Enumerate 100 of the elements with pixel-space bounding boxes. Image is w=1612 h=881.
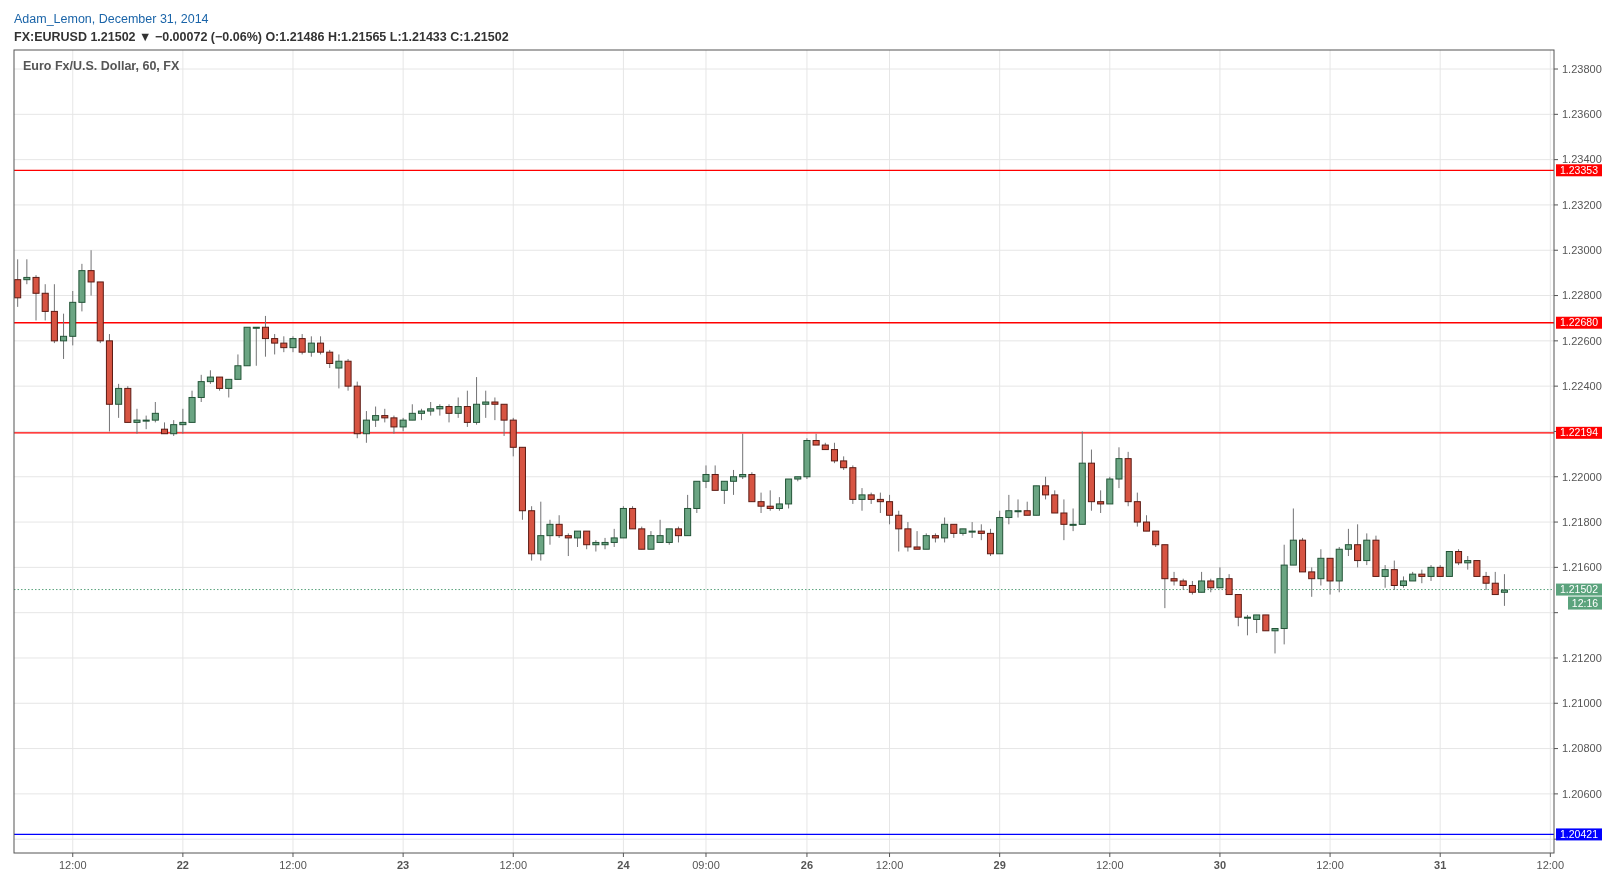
y-tick-label: 1.23400 xyxy=(1562,153,1602,166)
candlestick xyxy=(1500,573,1508,607)
candlestick xyxy=(473,376,481,426)
candlestick xyxy=(730,469,738,496)
candlestick xyxy=(1243,614,1251,636)
x-tick-label: 29 xyxy=(993,859,1006,871)
candlestick xyxy=(1317,548,1325,586)
candlestick xyxy=(307,335,315,358)
candlestick xyxy=(463,390,471,428)
candlestick xyxy=(41,283,49,321)
candlestick xyxy=(546,519,554,546)
text: Adam_Lemon, December 31, 2014 xyxy=(14,12,209,26)
x-tick-label: 12:00 xyxy=(499,859,528,871)
candlestick xyxy=(335,353,343,389)
x-tick-label: 09:00 xyxy=(692,859,720,871)
candlestick xyxy=(830,442,839,464)
x-tick-label: 12:00 xyxy=(1536,859,1565,871)
candlestick xyxy=(372,406,380,428)
candlestick xyxy=(482,390,490,419)
candlestick xyxy=(1491,571,1499,596)
x-tick-label: 12:00 xyxy=(1316,859,1344,871)
x-tick-label: 31 xyxy=(1434,859,1447,871)
ref-line-label: 1.23353 xyxy=(1560,163,1599,176)
candlestick xyxy=(1225,573,1233,596)
candlestick xyxy=(60,313,68,360)
candlestick xyxy=(858,487,866,512)
candlestick xyxy=(638,526,646,550)
y-tick-label: 1.21800 xyxy=(1562,515,1602,528)
candlestick xyxy=(1271,628,1279,654)
candlestick xyxy=(326,349,334,369)
candlestick xyxy=(298,333,306,355)
candlestick xyxy=(629,505,637,530)
x-tick-label: 12:00 xyxy=(279,859,307,871)
candlestick xyxy=(197,374,205,403)
x-tick-label: 12:00 xyxy=(875,859,904,871)
y-tick-label: 1.22800 xyxy=(1562,289,1602,302)
candlestick xyxy=(720,480,728,505)
candlestick xyxy=(87,249,95,297)
candlestick xyxy=(1069,507,1077,532)
candlestick xyxy=(702,464,710,489)
candlestick xyxy=(271,333,279,355)
candlestick xyxy=(1390,560,1398,591)
x-tick-label: 23 xyxy=(397,859,410,871)
y-tick-label: 1.23600 xyxy=(1562,108,1602,121)
candlestick xyxy=(583,530,591,550)
ref-line-label: 1.22680 xyxy=(1560,316,1599,329)
y-tick-label: 1.22000 xyxy=(1562,470,1602,483)
candlestick xyxy=(1051,489,1059,514)
text: Euro Fx/U.S. Dollar, 60, FX xyxy=(23,59,180,73)
y-tick-label: 1.23200 xyxy=(1562,198,1602,211)
ref-line-label: 1.20421 xyxy=(1560,828,1599,841)
candlestick xyxy=(739,433,747,480)
candlestick xyxy=(390,415,398,435)
y-tick-label: 1.21600 xyxy=(1562,561,1602,574)
y-tick-label: 1.22600 xyxy=(1562,334,1602,347)
y-tick-label: 1.23800 xyxy=(1562,62,1602,75)
y-tick-label: 1.22400 xyxy=(1562,380,1602,392)
candlestick xyxy=(1198,571,1206,593)
candlestick xyxy=(537,501,545,562)
candlestick xyxy=(1216,566,1224,589)
candlestick xyxy=(1308,566,1316,598)
candlestick xyxy=(362,410,370,444)
y-tick-label: 1.20800 xyxy=(1562,742,1602,755)
candlestick xyxy=(711,464,719,491)
candlestick xyxy=(23,258,31,285)
candlestick xyxy=(1381,564,1389,589)
x-tick-label: 12:00 xyxy=(1096,859,1124,871)
ref-line-label: 1.21502 xyxy=(1560,583,1599,596)
candlestick xyxy=(151,401,159,423)
y-tick-label: 1.23000 xyxy=(1562,244,1602,257)
candlestick xyxy=(1133,492,1141,528)
candlestick xyxy=(317,335,325,355)
candlestick xyxy=(1363,532,1371,566)
x-tick-label: 22 xyxy=(176,859,189,871)
candlestick xyxy=(1115,446,1123,489)
candlestick xyxy=(32,274,40,321)
chart-subtitle: FX:EURUSD 1.21502 ▼ −0.00072 (−0.06%) O:1.21486 H:1.21565 L:1.21433 C:1.21502 xyxy=(14,30,509,44)
candlestick xyxy=(610,528,618,548)
candlestick xyxy=(941,517,949,543)
candlestick xyxy=(555,514,563,539)
candlestick xyxy=(252,326,260,367)
candlestick xyxy=(1354,523,1362,568)
candlestick xyxy=(564,532,572,557)
candlestick xyxy=(1097,489,1105,514)
text: 12:16 xyxy=(1571,596,1599,609)
candlestick xyxy=(1253,614,1261,634)
candlestick xyxy=(1060,498,1068,541)
x-tick-label: 30 xyxy=(1213,859,1227,871)
candlestick xyxy=(1234,594,1242,627)
y-tick-label: 1.21000 xyxy=(1562,697,1602,710)
x-tick-label: 24 xyxy=(617,859,631,871)
x-tick-label: 12:00 xyxy=(58,859,87,871)
candlestick xyxy=(886,494,894,525)
candlestick xyxy=(876,492,884,514)
candlestick xyxy=(1042,476,1050,500)
candlestick xyxy=(1344,528,1352,557)
candlestick xyxy=(445,403,453,423)
y-tick-label: 1.20600 xyxy=(1562,787,1602,800)
candlestick xyxy=(115,383,123,419)
ref-line-label: 1.22194 xyxy=(1560,426,1599,439)
